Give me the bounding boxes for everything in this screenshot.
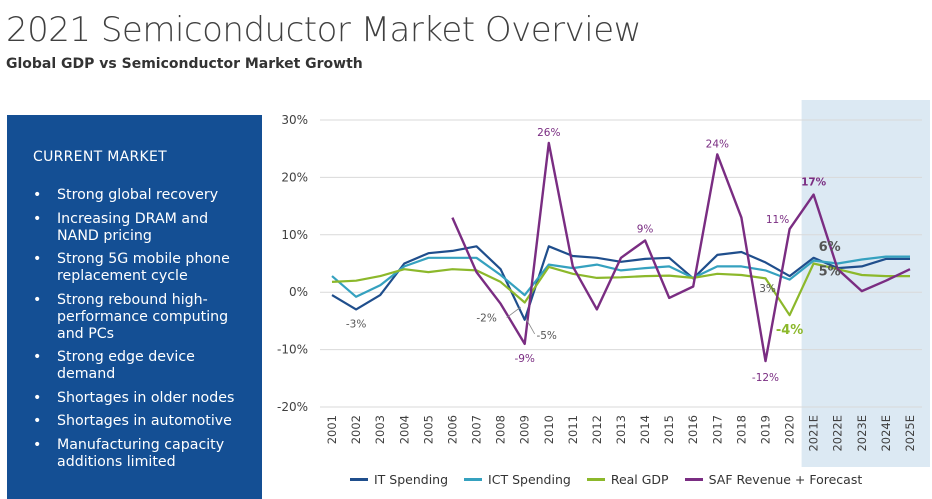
- legend-label: SAF Revenue + Forecast: [708, 472, 863, 487]
- legend-item-real-gdp: Real GDP: [586, 472, 669, 487]
- legend-label: ICT Spending: [488, 472, 571, 487]
- forecast-region: [801, 100, 930, 467]
- x-tick-label: 2006: [445, 415, 459, 444]
- x-tick-label: 2012: [590, 415, 604, 444]
- x-tick-label: 2005: [421, 415, 435, 444]
- data-label: 3%: [759, 283, 776, 295]
- y-tick-label: 30%: [281, 113, 308, 127]
- list-item-text: Strong 5G mobile phone replacement cycle: [57, 251, 230, 284]
- list-item: • Increasing DRAM and NAND pricing: [33, 211, 252, 245]
- x-tick-label: 2022E: [831, 415, 845, 452]
- x-tick-label: 2018: [734, 415, 748, 444]
- bullet-icon: •: [33, 187, 42, 203]
- x-tick-label: 2023E: [855, 415, 869, 452]
- series-line-it-spending: [331, 245, 910, 321]
- panel-heading: CURRENT MARKET: [33, 149, 167, 165]
- page-subtitle: Global GDP vs Semiconductor Market Growt…: [6, 56, 363, 72]
- x-tick-label: 2011: [566, 415, 580, 444]
- list-item-text: Shortages in older nodes: [57, 389, 235, 406]
- legend-swatch: [464, 478, 483, 481]
- x-tick-label: 2015: [662, 415, 676, 444]
- x-tick-label: 2003: [373, 415, 387, 444]
- market-bullet-list: • Strong global recovery • Increasing DRAM…: [33, 187, 252, 471]
- x-tick-label: 2009: [518, 415, 532, 444]
- list-item-text: Strong global recovery: [57, 187, 219, 203]
- bullet-icon: •: [33, 251, 42, 267]
- data-label: -9%: [514, 353, 534, 365]
- legend-swatch: [586, 478, 605, 481]
- x-tick-label: 2016: [686, 415, 700, 444]
- bullet-icon: •: [33, 291, 42, 308]
- x-tick-label: 2020: [783, 415, 797, 444]
- x-tick-label: 2013: [614, 415, 628, 444]
- x-tick-label: 2017: [710, 415, 724, 444]
- current-market-panel: CURRENT MARKET • Strong global recovery •…: [7, 115, 262, 499]
- bullet-icon: •: [33, 436, 42, 453]
- list-item: • Manufacturing capacity additions limite…: [33, 437, 252, 471]
- chart-legend: IT Spending ICT Spending Real GDP SAF Re…: [350, 472, 878, 487]
- y-tick-label: -10%: [277, 343, 308, 357]
- x-tick-label: 2004: [397, 415, 411, 444]
- data-label: -5%: [536, 330, 556, 342]
- x-tick-label: 2025E: [903, 415, 917, 452]
- data-label: -2%: [476, 313, 496, 325]
- data-label: 17%: [801, 177, 827, 189]
- data-label: 26%: [537, 127, 560, 139]
- y-tick-label: 0%: [289, 285, 308, 299]
- bullet-icon: •: [33, 349, 42, 365]
- x-tick-label: 2002: [349, 415, 363, 444]
- x-tick-label: 2007: [470, 415, 484, 444]
- data-label: 11%: [766, 214, 789, 226]
- list-item-text: Manufacturing capacity additions limited: [57, 436, 225, 470]
- series-line-real-gdp: [331, 262, 910, 317]
- x-tick-label: 2010: [542, 415, 556, 444]
- y-tick-label: 20%: [281, 170, 308, 184]
- list-item: • Strong rebound high-performance computi…: [33, 292, 252, 343]
- list-item-text: Increasing DRAM and NAND pricing: [57, 210, 209, 244]
- list-item: • Strong edge device demand: [33, 349, 252, 383]
- x-tick-label: 2024E: [879, 415, 893, 452]
- page-title: 2021 Semiconductor Market Overview: [6, 10, 641, 50]
- list-item-text: Shortages in automotive: [57, 413, 232, 429]
- leader-line: [526, 319, 536, 335]
- x-tick-label: 2021E: [807, 415, 821, 452]
- list-item: • Shortages in automotive: [33, 413, 252, 430]
- legend-label: IT Spending: [374, 472, 449, 487]
- list-item: • Strong 5G mobile phone replacement cycl…: [33, 251, 252, 285]
- bullet-icon: •: [33, 413, 42, 429]
- legend-item-ict-spending: ICT Spending: [464, 472, 571, 487]
- data-label: 24%: [706, 138, 729, 150]
- bullet-icon: •: [33, 210, 42, 227]
- legend-label: Real GDP: [610, 472, 669, 487]
- x-tick-label: 2019: [758, 415, 772, 444]
- list-item: • Strong global recovery: [33, 187, 252, 204]
- data-label: -4%: [776, 323, 803, 338]
- legend-swatch: [350, 478, 368, 481]
- data-label: 6%: [819, 240, 841, 255]
- x-tick-label: 2008: [494, 415, 508, 444]
- data-label: -3%: [346, 318, 366, 330]
- y-tick-label: 10%: [281, 228, 308, 242]
- legend-item-it-spending: IT Spending: [350, 472, 448, 487]
- x-tick-label: 2001: [325, 415, 339, 444]
- series-line-saf-revenue-forecast: [451, 141, 911, 363]
- list-item-text: Strong edge device demand: [57, 349, 195, 382]
- legend-swatch: [684, 478, 703, 481]
- legend-item-saf-revenue: SAF Revenue + Forecast: [684, 472, 863, 487]
- series-line-ict-spending: [331, 255, 910, 298]
- data-label: 5%: [819, 265, 841, 280]
- growth-line-chart: 30% 20% 10% 0% -10% -20% 2001 2002 2003 2004 2005 2…: [277, 100, 930, 467]
- leader-line: [506, 306, 521, 318]
- x-tick-label: 2014: [638, 415, 652, 444]
- y-tick-label: -20%: [277, 400, 308, 414]
- data-label: 9%: [637, 224, 654, 236]
- list-item: • Shortages in older nodes: [33, 390, 252, 407]
- list-item-text: Strong rebound high-performance computin…: [57, 291, 229, 342]
- bullet-icon: •: [33, 389, 42, 406]
- data-label: -12%: [752, 372, 779, 384]
